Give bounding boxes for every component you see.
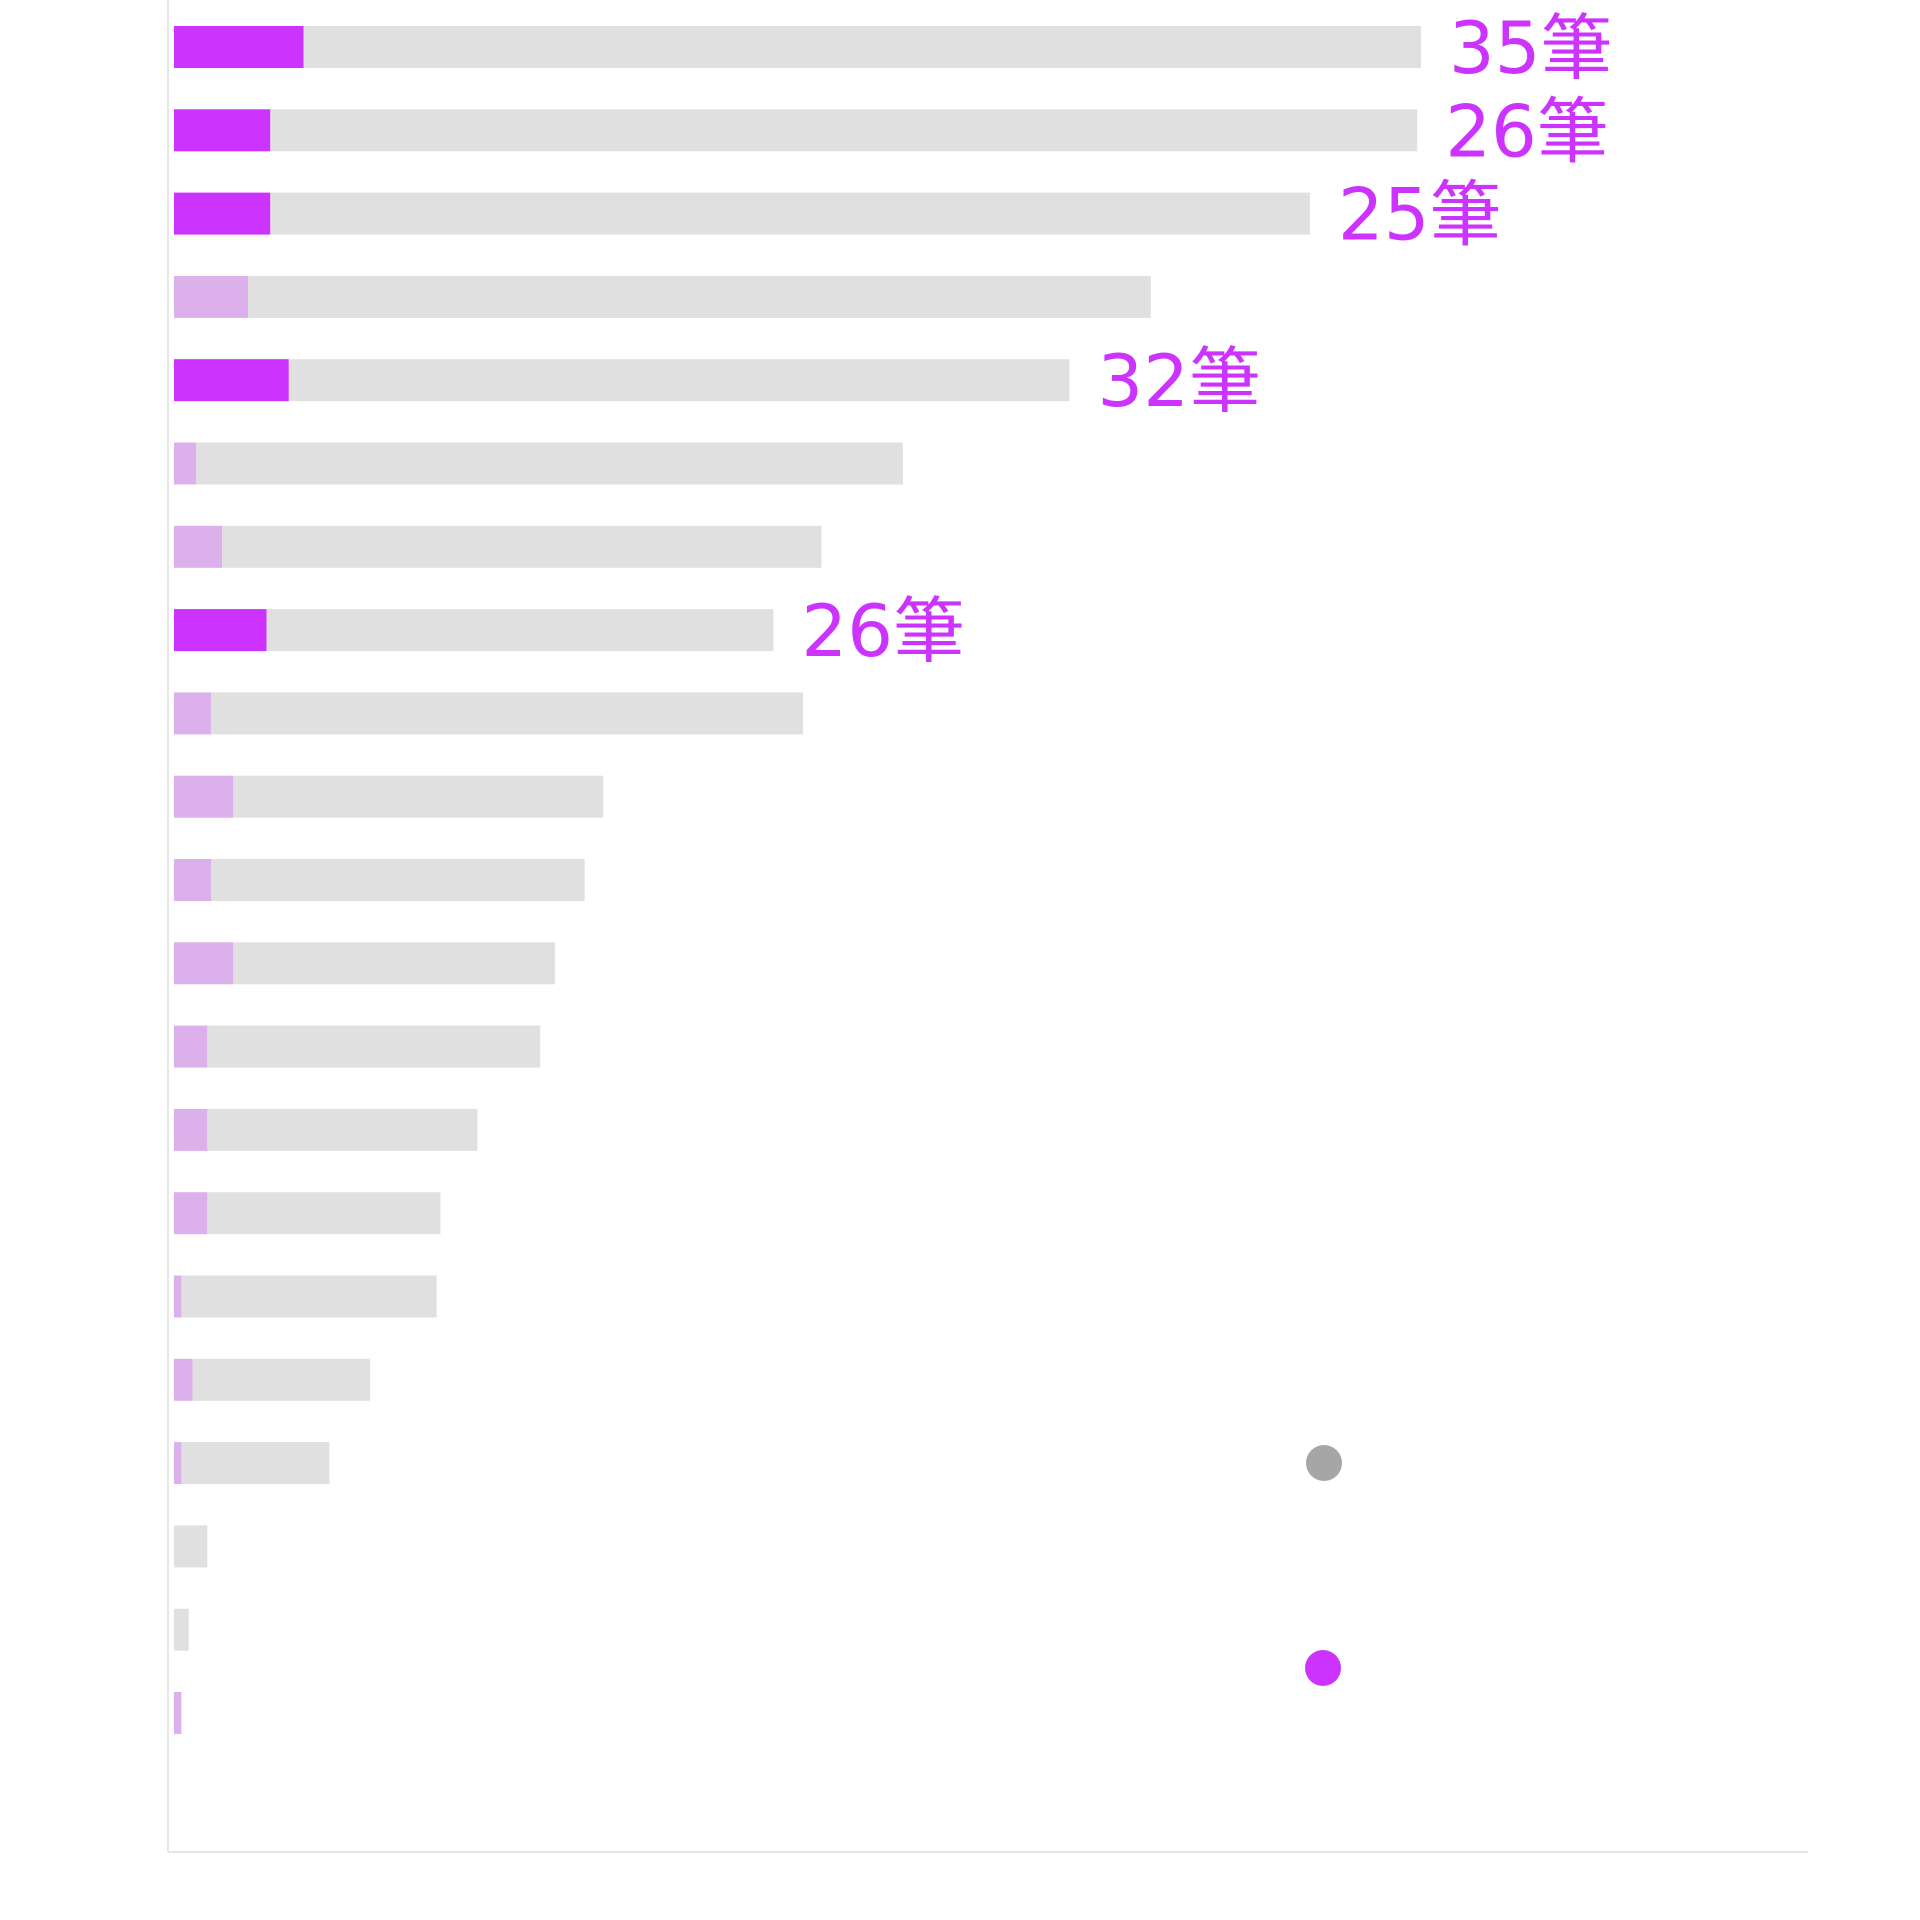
bar-remainder [181,1275,437,1318]
bar-segment [174,775,234,818]
bar-remainder [266,609,774,652]
bar-remainder [270,109,1418,152]
legend-marker [1305,1650,1341,1686]
bar-segment [174,859,211,901]
bar-segment [174,26,304,68]
bar-remainder [270,192,1310,235]
bar-segment [174,692,211,735]
bar-remainder [174,1525,208,1568]
bar-remainder [233,942,556,985]
bar-remainder [288,359,1070,402]
bar-remainder [207,1192,441,1235]
bar-segment [174,1692,182,1734]
data-label: 35筆 [1449,6,1613,90]
bar-segment [174,192,271,235]
bar-remainder [211,859,585,901]
bar-segment [174,1192,208,1235]
data-label: 25筆 [1338,173,1502,257]
bar-segment [174,359,289,402]
bar-remainder [196,442,903,485]
bar-segment [174,942,234,985]
bar-segment [174,1025,208,1068]
bar-segment [174,609,267,652]
legend-marker [1306,1445,1342,1481]
bars-group [174,26,1421,1734]
bar-remainder [207,1108,478,1151]
bar-segment [174,109,271,152]
legend [1305,1445,1342,1686]
bar-remainder [222,525,822,568]
bar-segment [174,442,197,485]
bar-remainder [248,275,1151,318]
bar-segment [174,1358,193,1401]
bar-remainder [207,1025,541,1068]
bar-remainder [233,775,604,818]
bar-segment [174,1108,208,1151]
data-label: 26筆 [801,589,965,673]
bar-remainder [211,692,803,735]
data-label: 26筆 [1445,89,1609,173]
bar-segment [174,1442,182,1485]
bar-remainder [192,1358,371,1401]
bar-segment [174,275,248,318]
bar-segment [174,525,223,568]
bar-segment [174,1275,182,1318]
bar-remainder [303,26,1421,68]
bar-remainder [174,1608,189,1651]
bar-remainder [181,1442,330,1485]
data-label: 32筆 [1097,339,1261,423]
